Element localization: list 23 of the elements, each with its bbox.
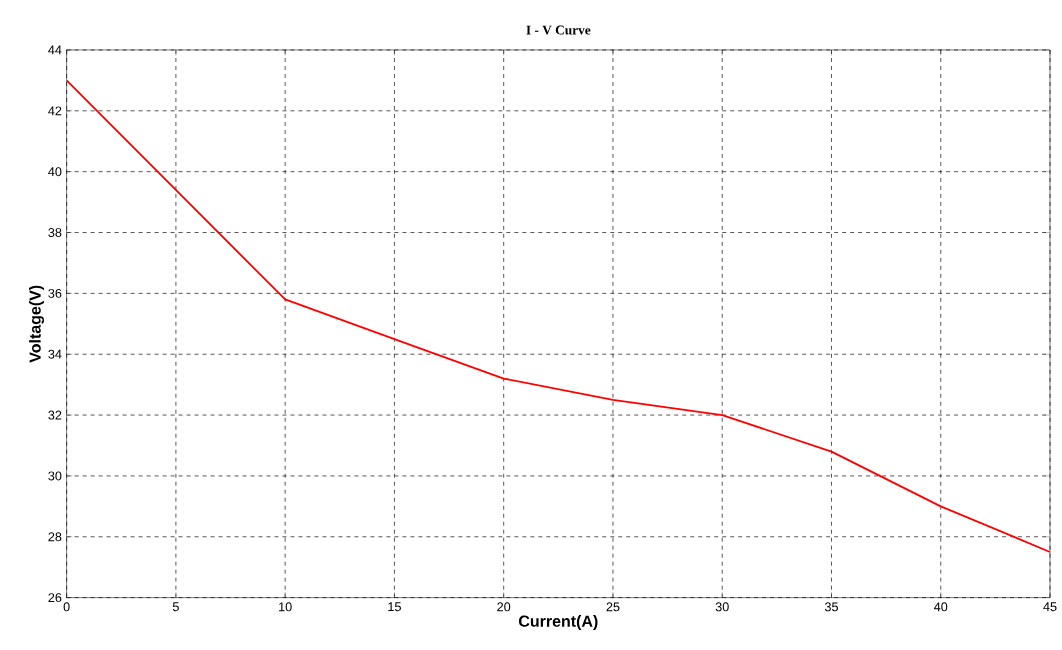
- x-tick-label: 30: [715, 602, 729, 612]
- y-tick-label: 42: [48, 106, 62, 116]
- y-tick-label: 34: [48, 349, 62, 359]
- y-axis-title: Voltage(V): [29, 285, 45, 363]
- y-tick-label: 38: [48, 228, 62, 238]
- x-tick-label: 25: [606, 602, 620, 612]
- y-tick-label: 28: [48, 532, 62, 542]
- x-tick-label: 40: [934, 602, 948, 612]
- y-tick-label: 32: [48, 410, 62, 420]
- x-tick-label: 20: [497, 602, 511, 612]
- y-tick-label: 30: [48, 471, 62, 481]
- x-tick-label: 45: [1043, 602, 1057, 612]
- y-tick-label: 26: [48, 593, 62, 603]
- x-tick-label: 15: [388, 602, 401, 612]
- chart-title: I - V Curve: [526, 25, 591, 35]
- x-tick-label: 0: [63, 602, 70, 612]
- y-tick-label: 44: [48, 45, 62, 55]
- x-tick-label: 10: [279, 602, 292, 612]
- y-tick-label: 40: [48, 167, 62, 177]
- x-tick-label: 35: [824, 602, 839, 612]
- y-tick-label: 36: [48, 289, 62, 299]
- x-tick-label: 5: [172, 602, 179, 612]
- x-axis-title: Current(A): [519, 615, 598, 631]
